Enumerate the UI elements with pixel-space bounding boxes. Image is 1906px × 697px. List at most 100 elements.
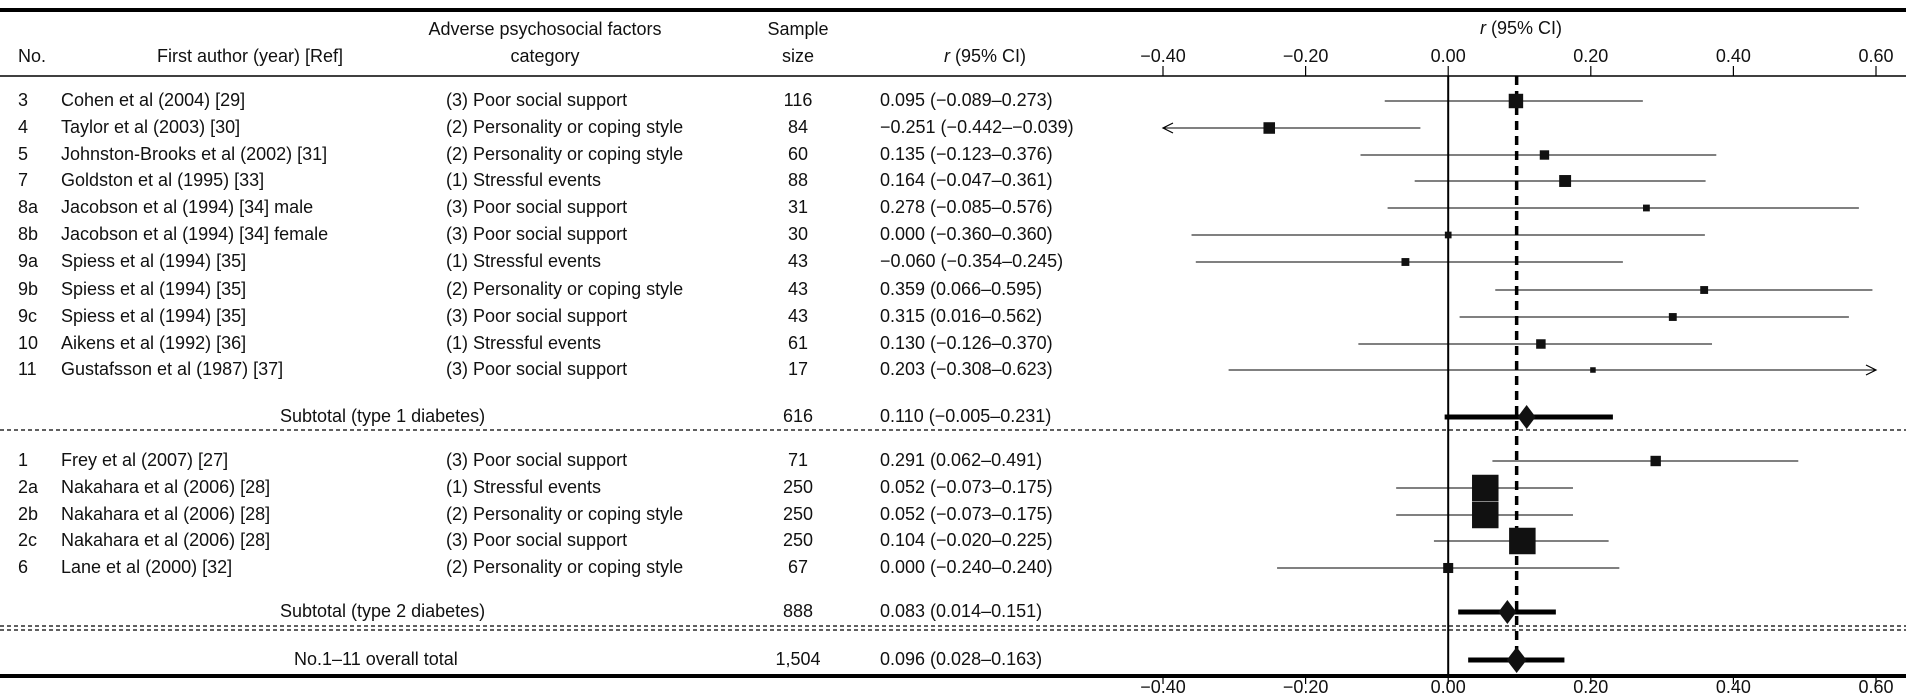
subtotal-ci: 0.083 (0.014–0.151)	[880, 601, 1042, 621]
effect-square	[1650, 455, 1661, 467]
row-author: Cohen et al (2004) [29]	[61, 90, 245, 110]
row-author: Lane et al (2000) [32]	[61, 557, 232, 577]
row-ci: −0.251 (−0.442–−0.039)	[880, 117, 1074, 137]
row-ci: 0.095 (−0.089–0.273)	[880, 90, 1053, 110]
total-ci: 0.096 (0.028–0.163)	[880, 649, 1042, 669]
subtotal-ci: 0.110 (−0.005–0.231)	[880, 406, 1051, 426]
effect-square	[1559, 175, 1572, 187]
header-n: Sample	[767, 19, 828, 39]
row-n: 84	[788, 117, 808, 137]
effect-square	[1508, 93, 1524, 109]
row-category: (3) Poor social support	[446, 224, 627, 244]
row-author: Jacobson et al (1994) [34] male	[61, 197, 313, 217]
effect-square	[1536, 339, 1546, 349]
row-n: 88	[788, 170, 808, 190]
row-no: 3	[18, 90, 28, 110]
effect-square	[1590, 367, 1596, 373]
row-category: (2) Personality or coping style	[446, 117, 683, 137]
header-ci-label: (95% CI)	[955, 46, 1026, 66]
row-category: (2) Personality or coping style	[446, 557, 683, 577]
axis-title: r (95% CI)	[1480, 18, 1562, 38]
row-author: Nakahara et al (2006) [28]	[61, 504, 270, 524]
row-ci: 0.130 (−0.126–0.370)	[880, 333, 1053, 353]
row-n: 30	[788, 224, 808, 244]
row-no: 2c	[18, 530, 37, 550]
x-tick-label: −0.40	[1140, 677, 1186, 697]
row-ci: 0.052 (−0.073–0.175)	[880, 477, 1053, 497]
row-author: Aikens et al (1992) [36]	[61, 333, 246, 353]
subtotal-n: 888	[783, 601, 813, 621]
row-no: 8a	[18, 197, 39, 217]
row-category: (2) Personality or coping style	[446, 504, 683, 524]
row-category: (3) Poor social support	[446, 450, 627, 470]
header-n: size	[782, 46, 814, 66]
x-tick-label: −0.40	[1140, 46, 1186, 66]
effect-square	[1263, 122, 1276, 134]
row-ci: 0.359 (0.066–0.595)	[880, 279, 1042, 299]
row-author: Spiess et al (1994) [35]	[61, 251, 246, 271]
row-ci: 0.000 (−0.360–0.360)	[880, 224, 1053, 244]
row-ci: −0.060 (−0.354–0.245)	[880, 251, 1063, 271]
row-category: (3) Poor social support	[446, 359, 627, 379]
row-no: 7	[18, 170, 28, 190]
row-no: 10	[18, 333, 38, 353]
row-no: 9c	[18, 306, 37, 326]
effect-square	[1444, 231, 1452, 239]
row-ci: 0.052 (−0.073–0.175)	[880, 504, 1053, 524]
pooled-diamond	[1506, 647, 1527, 673]
header-author: First author (year) [Ref]	[157, 46, 343, 66]
effect-square	[1509, 527, 1536, 555]
row-n: 43	[788, 306, 808, 326]
row-author: Taylor et al (2003) [30]	[61, 117, 240, 137]
subtotal-label: Subtotal (type 2 diabetes)	[280, 601, 485, 621]
x-tick-label: 0.60	[1858, 46, 1893, 66]
axis-title-r: r	[1480, 18, 1487, 38]
ci-arrow	[1161, 122, 1174, 134]
row-category: (2) Personality or coping style	[446, 144, 683, 164]
row-n: 17	[788, 359, 808, 379]
row-no: 2a	[18, 477, 39, 497]
row-no: 8b	[18, 224, 38, 244]
row-n: 71	[788, 450, 808, 470]
row-category: (3) Poor social support	[446, 90, 627, 110]
pooled-diamond	[1498, 600, 1517, 624]
row-ci: 0.000 (−0.240–0.240)	[880, 557, 1053, 577]
header-ci: r (95% CI)	[944, 46, 1026, 66]
row-category: (1) Stressful events	[446, 477, 601, 497]
row-no: 4	[18, 117, 28, 137]
row-author: Gustafsson et al (1987) [37]	[61, 359, 283, 379]
row-n: 60	[788, 144, 808, 164]
x-tick-label: 0.20	[1573, 46, 1608, 66]
row-category: (3) Poor social support	[446, 530, 627, 550]
row-n: 67	[788, 557, 808, 577]
row-ci: 0.291 (0.062–0.491)	[880, 450, 1042, 470]
row-ci: 0.278 (−0.085–0.576)	[880, 197, 1053, 217]
row-author: Frey et al (2007) [27]	[61, 450, 228, 470]
effect-square	[1401, 258, 1410, 266]
x-tick-label: −0.20	[1283, 46, 1329, 66]
ci-arrow	[1865, 364, 1878, 376]
row-ci: 0.135 (−0.123–0.376)	[880, 144, 1053, 164]
row-author: Johnston-Brooks et al (2002) [31]	[61, 144, 327, 164]
effect-square	[1643, 204, 1650, 212]
row-n: 250	[783, 477, 813, 497]
row-author: Goldston et al (1995) [33]	[61, 170, 264, 190]
row-n: 43	[788, 279, 808, 299]
row-category: (3) Poor social support	[446, 197, 627, 217]
row-n: 250	[783, 504, 813, 524]
effect-square	[1539, 150, 1550, 160]
row-category: (2) Personality or coping style	[446, 279, 683, 299]
header-no: No.	[18, 46, 46, 66]
row-no: 9b	[18, 279, 38, 299]
row-author: Jacobson et al (1994) [34] female	[61, 224, 328, 244]
row-category: (1) Stressful events	[446, 251, 601, 271]
total-n: 1,504	[775, 649, 820, 669]
total-label: No.1–11 overall total	[294, 649, 458, 669]
subtotal-label: Subtotal (type 1 diabetes)	[280, 406, 485, 426]
row-author: Spiess et al (1994) [35]	[61, 306, 246, 326]
row-n: 43	[788, 251, 808, 271]
effect-square	[1700, 286, 1709, 294]
row-author: Nakahara et al (2006) [28]	[61, 477, 270, 497]
row-category: (3) Poor social support	[446, 306, 627, 326]
